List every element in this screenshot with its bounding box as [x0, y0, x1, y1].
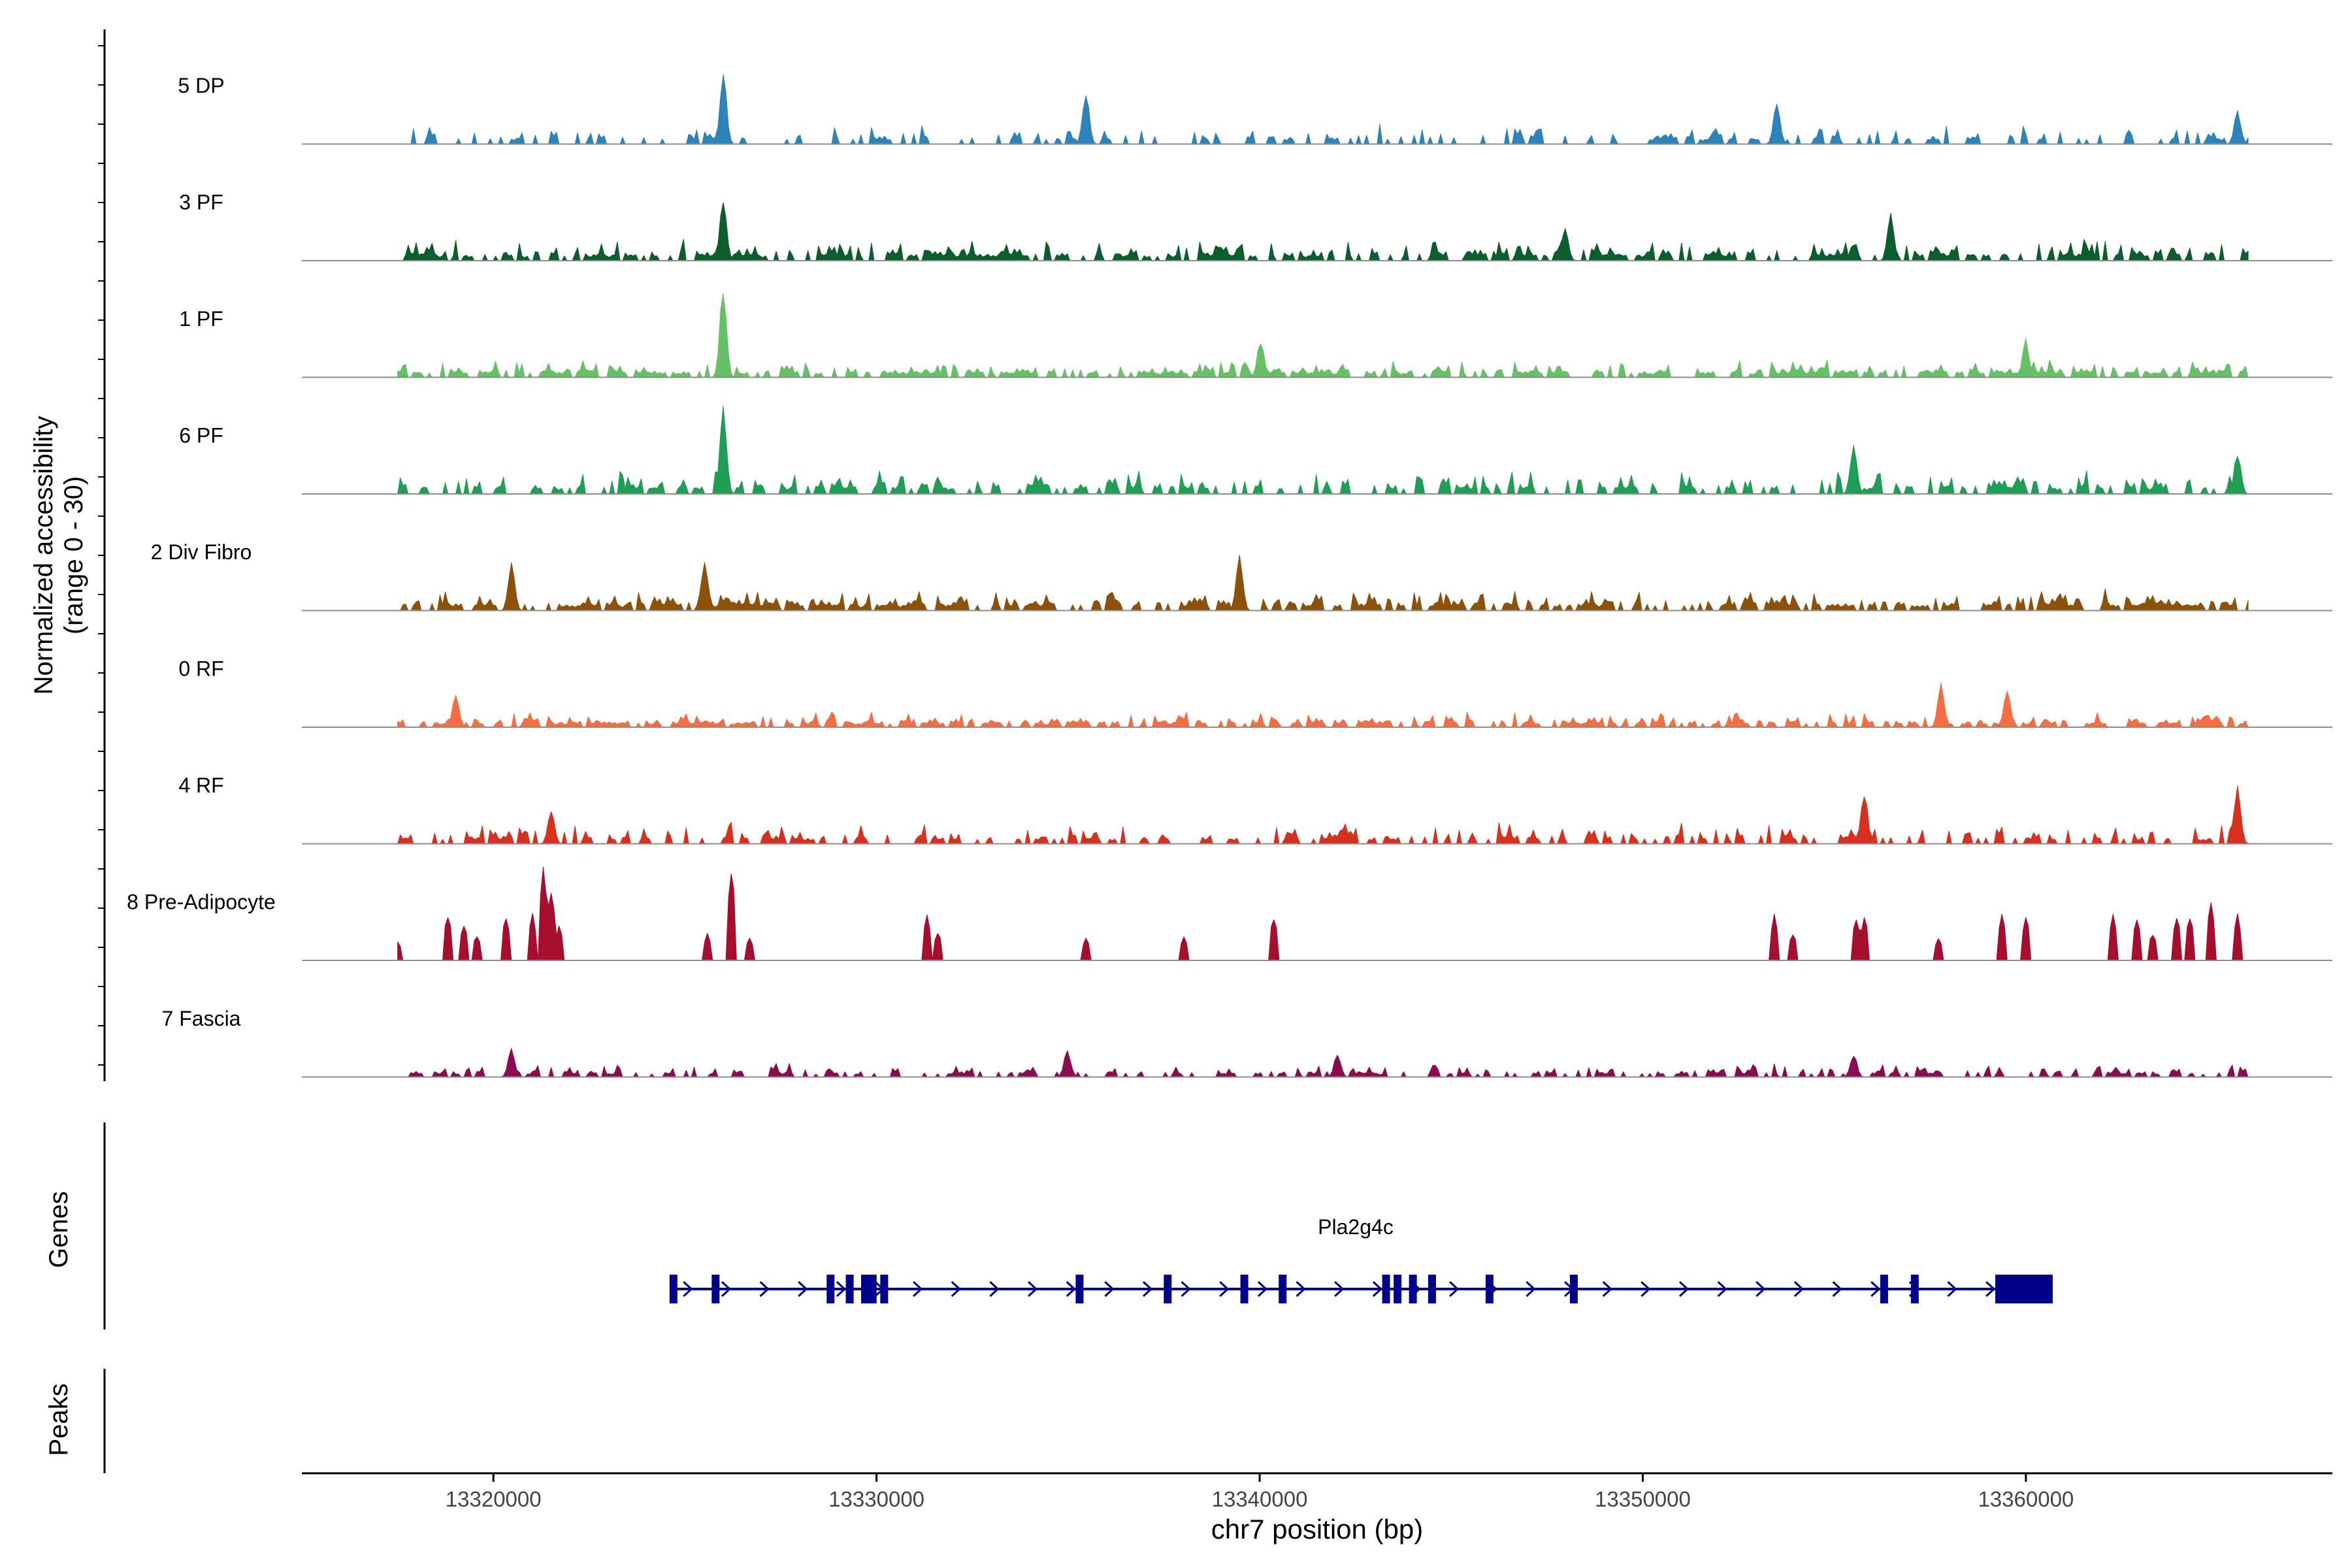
track-label: 5 DP	[178, 74, 224, 97]
strand-arrow	[1641, 1281, 1651, 1298]
x-tick-label: 13330000	[828, 1487, 924, 1511]
track-label: 2 Div Fibro	[151, 540, 252, 564]
strand-arrow	[1142, 1281, 1153, 1298]
gene-exon	[669, 1275, 678, 1303]
track-label: 4 RF	[178, 774, 223, 797]
gene-exon	[845, 1275, 854, 1303]
genes-panel-title: Genes	[44, 1191, 73, 1268]
coverage-area	[397, 555, 2249, 611]
gene-exon	[1394, 1275, 1402, 1303]
strand-arrow	[1717, 1281, 1727, 1298]
gene-exon	[868, 1275, 877, 1303]
strand-arrow	[836, 1281, 847, 1298]
strand-arrow	[1104, 1281, 1115, 1298]
gene-exon	[1569, 1275, 1578, 1303]
gene-exon	[1075, 1275, 1084, 1303]
coverage-y-ticks	[98, 45, 105, 1066]
gene-exon	[826, 1275, 835, 1303]
strand-arrow	[1372, 1281, 1383, 1298]
strand-arrow	[1832, 1281, 1842, 1298]
strand-arrow	[1219, 1281, 1230, 1298]
track-label: 1 PF	[179, 307, 223, 331]
strand-arrow	[1526, 1281, 1536, 1298]
coverage-area	[397, 866, 2249, 961]
strand-arrow	[1181, 1281, 1191, 1298]
track-4: 6 PF	[179, 406, 2332, 495]
track-6: 0 RF	[178, 657, 2332, 728]
track-3: 1 PF	[179, 293, 2332, 378]
x-axis-ticks: 13320000 13330000 13340000 13350000 13360000	[446, 1473, 2074, 1511]
track-label: 3 PF	[179, 191, 223, 214]
coverage-tracks: 5 DP 3 PF 1 PF 6 PF 2 Div Fibro 0 RF 4 RF 8 Pre…	[127, 74, 2332, 1078]
gene-utr-block	[1995, 1275, 2053, 1303]
gene-exon	[1164, 1275, 1172, 1303]
track-7: 4 RF	[178, 774, 2332, 845]
gene-exon	[1485, 1275, 1494, 1303]
gene-exon	[1880, 1275, 1888, 1303]
gene-exon	[1382, 1275, 1390, 1303]
strand-arrow	[1602, 1281, 1612, 1298]
strand-arrow	[913, 1281, 923, 1298]
gene-exon	[1428, 1275, 1436, 1303]
gene-exon	[711, 1275, 720, 1303]
strand-arrow	[1985, 1281, 1996, 1298]
track-2: 3 PF	[179, 191, 2332, 261]
strand-arrow	[721, 1281, 732, 1298]
coverage-area	[397, 202, 2249, 261]
track-label: 6 PF	[179, 424, 223, 448]
strand-arrow	[1296, 1281, 1306, 1298]
coverage-area	[397, 683, 2249, 728]
x-tick-label: 13340000	[1212, 1487, 1308, 1511]
strand-arrow	[1756, 1281, 1766, 1298]
strand-arrow	[1334, 1281, 1345, 1298]
y-axis-title-line1: Normalized accessibility	[29, 416, 58, 695]
track-1: 5 DP	[178, 74, 2332, 145]
coverage-area	[397, 785, 2249, 844]
coverage-area	[397, 293, 2249, 378]
strand-arrow	[1028, 1281, 1038, 1298]
y-axis-title-line2: (range 0 - 30)	[59, 476, 88, 634]
coverage-area	[397, 74, 2249, 144]
strand-arrow	[989, 1281, 1000, 1298]
peaks-panel-title: Peaks	[44, 1383, 73, 1456]
strand-arrow	[1870, 1281, 1881, 1298]
track-label: 8 Pre-Adipocyte	[127, 890, 276, 914]
strand-arrow	[683, 1281, 693, 1298]
strand-arrow	[1066, 1281, 1076, 1298]
strand-arrow	[1678, 1281, 1690, 1298]
track-label: 0 RF	[178, 657, 223, 681]
y-axis-title: Normalized accessibility (range 0 - 30)	[29, 416, 88, 695]
strand-arrow	[1793, 1281, 1805, 1298]
gene-exon	[1409, 1275, 1417, 1303]
strand-arrow	[951, 1281, 961, 1298]
strand-arrow	[1947, 1281, 1957, 1298]
gene-exon	[880, 1275, 889, 1303]
gene-model: Pla2g4c	[669, 1215, 2053, 1303]
track-9: 7 Fascia	[162, 1007, 2332, 1078]
gene-exon	[1279, 1275, 1287, 1303]
gene-exon	[1910, 1275, 1919, 1303]
track-8: 8 Pre-Adipocyte	[127, 866, 2332, 961]
x-tick-label: 13360000	[1978, 1487, 2074, 1511]
strand-arrow	[798, 1281, 808, 1298]
strand-arrow	[759, 1281, 770, 1298]
coverage-area	[397, 1048, 2249, 1077]
x-tick-label: 13320000	[446, 1487, 542, 1511]
coverage-area	[397, 406, 2249, 495]
strand-arrow	[1257, 1281, 1268, 1298]
strand-arrow	[1449, 1281, 1460, 1298]
gene-exon	[861, 1275, 870, 1303]
track-5: 2 Div Fibro	[151, 540, 2332, 612]
track-label: 7 Fascia	[162, 1007, 241, 1030]
x-axis-title: chr7 position (bp)	[1211, 1514, 1424, 1544]
x-tick-label: 13350000	[1595, 1487, 1691, 1511]
gene-name-label: Pla2g4c	[1318, 1215, 1394, 1239]
gene-exon	[1240, 1275, 1249, 1303]
